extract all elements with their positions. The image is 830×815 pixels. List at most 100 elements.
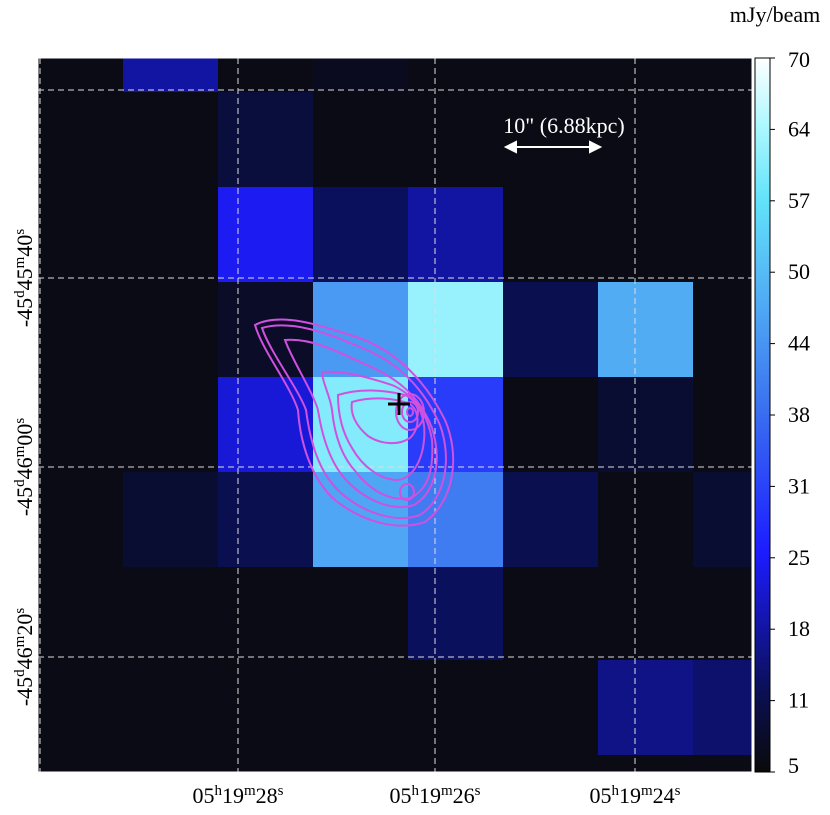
y-tick-label-part: 45 — [12, 268, 37, 290]
grid — [38, 58, 752, 772]
cell — [598, 187, 693, 282]
cell — [598, 660, 693, 755]
y-tick-label-part: d — [12, 479, 28, 487]
cell — [123, 58, 218, 92]
colorbar-tick-label: 5 — [788, 753, 799, 778]
cell — [598, 755, 693, 772]
cell — [313, 567, 408, 660]
cell — [313, 187, 408, 282]
cell — [38, 472, 123, 567]
y-tick-label-part: -45 — [12, 487, 37, 516]
cell — [123, 567, 218, 660]
cell — [218, 187, 313, 282]
cell — [218, 92, 313, 187]
y-tick-label-part: m — [12, 445, 28, 457]
colorbar-tick-label: 64 — [788, 116, 810, 141]
colorbar-tick-label: 25 — [788, 545, 810, 570]
cell — [503, 58, 598, 92]
colorbar-tick-label: 44 — [788, 331, 810, 356]
y-tick-label-part: m — [12, 256, 28, 268]
heatmap — [38, 58, 752, 772]
cell — [408, 377, 503, 472]
colorbar-tick-label: 11 — [788, 688, 809, 713]
x-tick-label-part: s — [278, 783, 284, 799]
y-tick-label-part: 40 — [12, 235, 37, 257]
cell — [38, 660, 123, 755]
y-tick-label-part: m — [12, 635, 28, 647]
cell — [693, 755, 752, 772]
center-cross — [388, 393, 410, 415]
y-tick-label: -45d45m40s — [12, 229, 37, 328]
y-tick-label-part: s — [12, 418, 28, 424]
cell — [38, 58, 123, 92]
y-tick-label-part: 00 — [12, 424, 37, 446]
cell — [598, 282, 693, 377]
colorbar-tick-label: 50 — [788, 259, 810, 284]
cell — [408, 660, 503, 755]
y-tick-label: -45d46m00s — [12, 418, 37, 517]
cell — [503, 92, 598, 187]
cell — [38, 92, 123, 187]
x-tick-label-part: 19 — [619, 783, 641, 808]
cell — [123, 187, 218, 282]
cell — [313, 92, 408, 187]
colorbar-tick-label: 38 — [788, 402, 810, 427]
cell — [313, 58, 408, 92]
cell — [503, 567, 598, 660]
cell — [123, 755, 218, 772]
colorbar: 5 11 18 25 31 38 44 50 57 64 70 — [754, 47, 810, 778]
x-tick-label-part: h — [214, 783, 222, 799]
cell — [123, 660, 218, 755]
colorbar-fill — [754, 57, 771, 773]
cell — [123, 472, 218, 567]
cell — [503, 660, 598, 755]
y-tick-label-part: s — [12, 608, 28, 614]
cell — [598, 567, 693, 660]
x-tick-label-part: 28 — [256, 783, 278, 808]
cell — [408, 58, 503, 92]
cell — [408, 567, 503, 660]
x-tick-label-part: s — [475, 783, 481, 799]
cell — [693, 282, 752, 377]
cell — [218, 567, 313, 660]
cell — [408, 282, 503, 377]
axis-labels: 05h19m28s 05h19m26s 05h19m24s-45d45m40s-45… — [12, 229, 681, 808]
x-tick-label-part: 26 — [453, 783, 475, 808]
x-tick-label: 05h19m28s — [192, 783, 283, 808]
cell — [598, 58, 693, 92]
cell — [693, 187, 752, 282]
y-tick-label-part: 20 — [12, 614, 37, 636]
cell — [598, 92, 693, 187]
x-tick-label-part: m — [244, 783, 256, 799]
y-tick-label-part: s — [12, 229, 28, 235]
cell — [408, 187, 503, 282]
cell — [38, 755, 123, 772]
cell — [123, 92, 218, 187]
cell — [598, 472, 693, 567]
x-tick-label-part: h — [411, 783, 419, 799]
x-tick-label-part: 19 — [222, 783, 244, 808]
x-tick-label-part: 19 — [419, 783, 441, 808]
cell — [408, 92, 503, 187]
cell — [408, 472, 503, 567]
x-tick-label: 05h19m26s — [389, 783, 480, 808]
scale-bar-label: 10" (6.88kpc) — [503, 113, 624, 138]
cell — [503, 472, 598, 567]
cell — [503, 282, 598, 377]
x-tick-label-part: m — [441, 783, 453, 799]
cell — [218, 755, 313, 772]
cell — [693, 567, 752, 660]
cell — [598, 377, 693, 472]
cell — [38, 567, 123, 660]
y-tick-label-part: 46 — [12, 647, 37, 669]
x-tick-label-part: 24 — [653, 783, 675, 808]
y-tick-label-part: -45 — [12, 677, 37, 706]
x-tick-label: 05h19m24s — [589, 783, 680, 808]
cell — [123, 377, 218, 472]
cell — [38, 187, 123, 282]
cell — [693, 58, 752, 92]
scale-bar — [503, 140, 603, 154]
cell — [218, 660, 313, 755]
cell — [693, 660, 752, 755]
y-tick-label-part: -45 — [12, 298, 37, 327]
